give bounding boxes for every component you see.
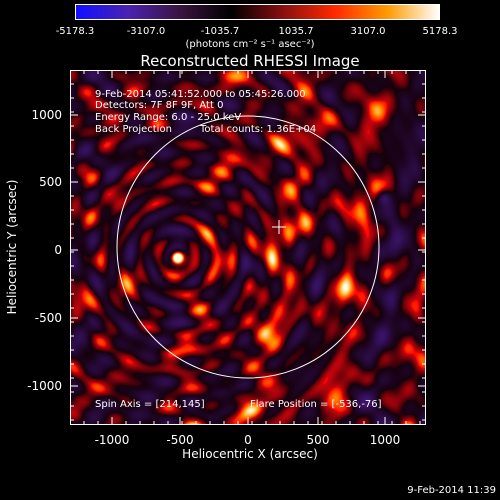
plot-title: Reconstructed RHESSI Image xyxy=(140,52,360,70)
y-tick-label: -1000 xyxy=(27,379,62,393)
rhessi-image xyxy=(70,70,426,425)
y-axis-label: Heliocentric Y (arcsec) xyxy=(5,179,19,315)
colorbar-tick: -3107.0 xyxy=(126,26,166,37)
x-tick-label: 500 xyxy=(306,433,330,447)
x-axis-label: Heliocentric X (arcsec) xyxy=(182,447,318,461)
spin-axis: Spin Axis = [214,145] xyxy=(95,399,205,410)
energy-range: Energy Range: 6.0 - 25.0 keV xyxy=(95,112,242,123)
flare-position: Flare Position = [-536,-76] xyxy=(250,399,382,410)
x-tick-label: 1000 xyxy=(369,433,401,447)
y-tick-label: 1000 xyxy=(31,108,62,122)
colorbar xyxy=(75,4,440,20)
axis-ticks xyxy=(70,70,426,425)
time-range: 9-Feb-2014 05:41:52.000 to 05:45:26.000 xyxy=(95,89,306,100)
y-tick-label: -500 xyxy=(34,311,62,325)
colorbar-tick: 3107.0 xyxy=(350,26,386,37)
method: Back Projection xyxy=(95,124,172,135)
detectors: Detectors: 7F 8F 9F, Att 0 xyxy=(95,100,224,111)
colorbar-unit: (photons cm⁻² s⁻¹ asec⁻²) xyxy=(185,39,315,50)
total-counts: Total counts: 1.36E+04 xyxy=(200,124,317,135)
y-tick-label: 0 xyxy=(54,243,62,257)
solar-limb-circle xyxy=(116,115,380,379)
colorbar-tick: -1035.7 xyxy=(200,26,240,37)
plot-overlay xyxy=(70,70,426,425)
x-tick-label: -500 xyxy=(166,433,194,447)
colorbar-tick: -5178.3 xyxy=(55,26,95,37)
spin-axis-marker xyxy=(272,220,286,234)
y-tick-label: 500 xyxy=(39,175,62,189)
colorbar-tick: 5178.3 xyxy=(422,26,458,37)
x-tick-label: -1000 xyxy=(94,433,130,447)
x-tick-label: 0 xyxy=(244,433,252,447)
footer-date: 9-Feb-2014 11:39 xyxy=(407,485,496,496)
colorbar-tick: 1035.7 xyxy=(278,26,314,37)
